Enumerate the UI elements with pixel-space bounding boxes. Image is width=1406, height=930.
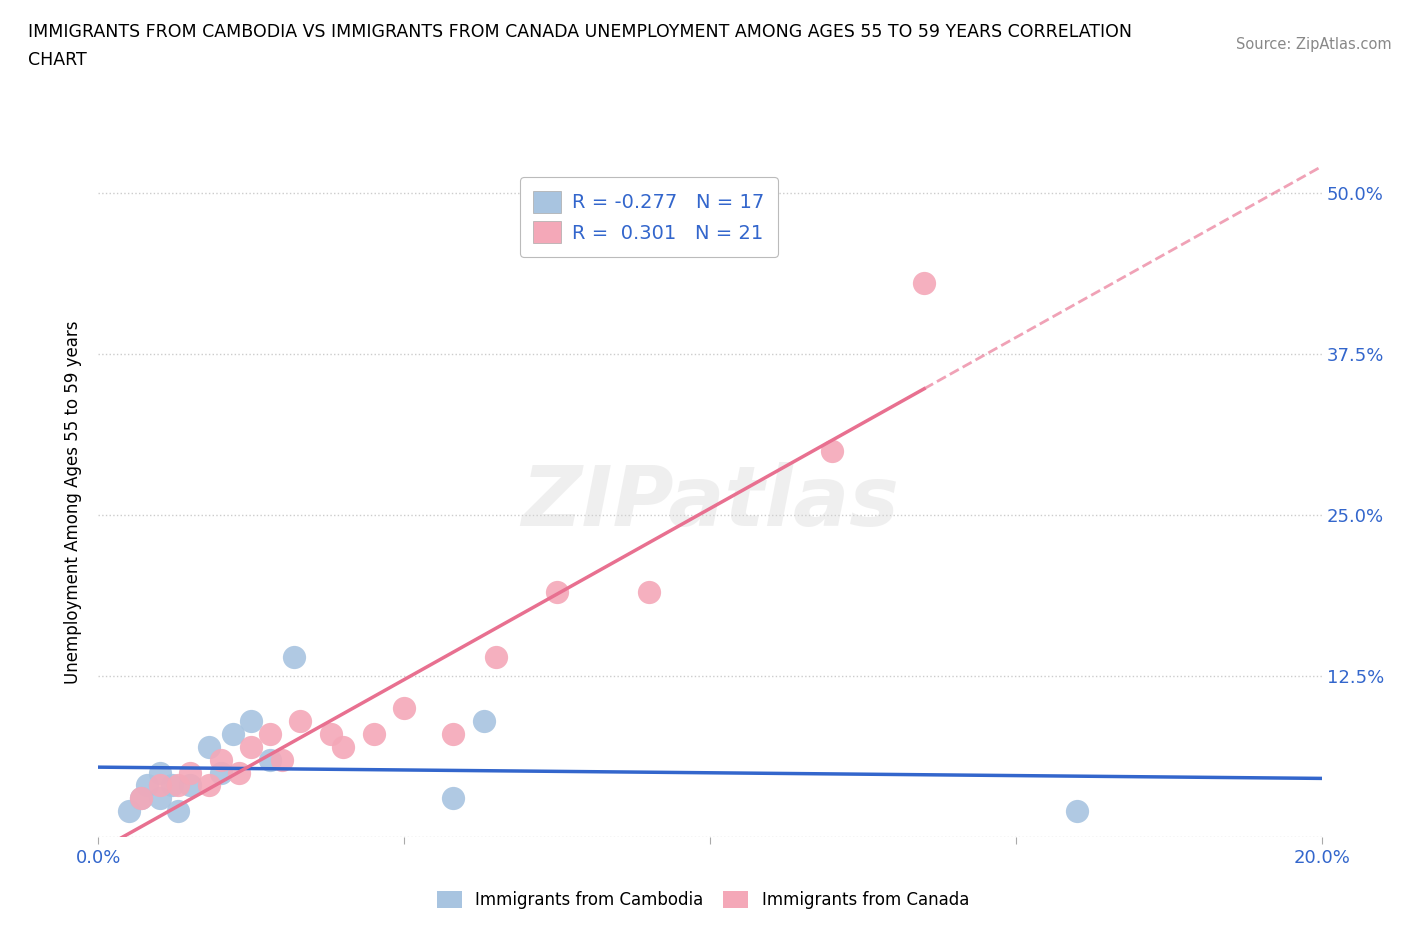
Text: ZIPatlas: ZIPatlas [522,461,898,543]
Point [209,765,232,780]
Point [167,804,190,818]
Point [259,726,281,741]
Text: IMMIGRANTS FROM CAMBODIA VS IMMIGRANTS FROM CANADA UNEMPLOYMENT AMONG AGES 55 TO: IMMIGRANTS FROM CAMBODIA VS IMMIGRANTS F… [28,23,1132,41]
Point [179,778,201,793]
Point [472,713,495,728]
Point [197,778,219,793]
Point [209,752,232,767]
Point [149,778,172,793]
Text: CHART: CHART [28,51,87,69]
Point [118,804,141,818]
Point [392,701,416,716]
Point [290,713,312,728]
Point [319,726,342,741]
Text: Source: ZipAtlas.com: Source: ZipAtlas.com [1236,37,1392,52]
Point [222,726,245,741]
Point [228,765,250,780]
Point [149,790,172,805]
Point [485,649,508,664]
Point [179,765,201,780]
Point [637,585,661,600]
Point [197,739,219,754]
Point [441,790,464,805]
Point [332,739,354,754]
Point [270,752,292,767]
Point [283,649,305,664]
Point [136,778,159,793]
Legend: Immigrants from Cambodia, Immigrants from Canada: Immigrants from Cambodia, Immigrants fro… [429,883,977,917]
Point [160,778,183,793]
Point [821,444,844,458]
Point [167,778,190,793]
Legend: R = -0.277   N = 17, R =  0.301   N = 21: R = -0.277 N = 17, R = 0.301 N = 21 [520,177,778,257]
Point [259,752,281,767]
Y-axis label: Unemployment Among Ages 55 to 59 years: Unemployment Among Ages 55 to 59 years [65,321,83,684]
Point [912,276,935,291]
Point [129,790,152,805]
Point [149,765,172,780]
Point [1066,804,1088,818]
Point [363,726,385,741]
Point [240,713,263,728]
Point [546,585,568,600]
Point [240,739,263,754]
Point [129,790,152,805]
Point [441,726,464,741]
